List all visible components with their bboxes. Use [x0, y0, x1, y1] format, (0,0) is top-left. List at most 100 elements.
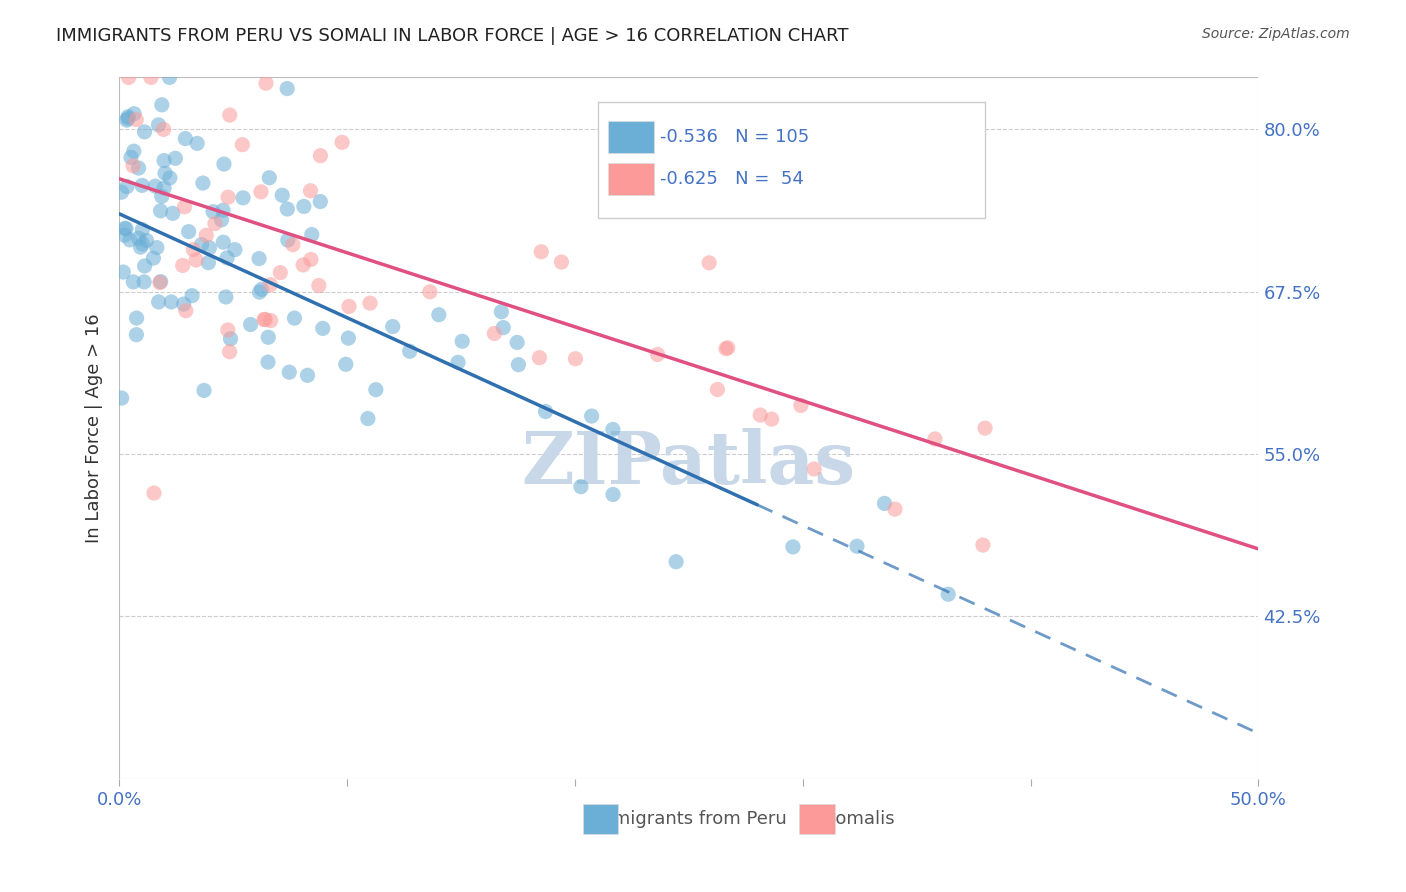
- peru: [150, 189, 173, 203]
- peru: [125, 311, 148, 326]
- peru: [112, 265, 135, 279]
- somali: [259, 277, 281, 292]
- somali: [717, 341, 740, 355]
- peru: [297, 368, 319, 383]
- peru: [128, 161, 150, 175]
- Text: Immigrants from Peru: Immigrants from Peru: [591, 810, 787, 828]
- somali: [564, 351, 586, 366]
- somali: [172, 259, 194, 273]
- somali: [173, 200, 195, 214]
- somali: [143, 486, 166, 500]
- peru: [846, 539, 869, 553]
- peru: [283, 311, 305, 326]
- peru: [153, 166, 176, 180]
- somali: [419, 285, 441, 299]
- somali: [292, 258, 315, 272]
- peru: [122, 106, 145, 120]
- Y-axis label: In Labor Force | Age > 16: In Labor Force | Age > 16: [86, 313, 103, 543]
- peru: [120, 150, 142, 164]
- peru: [134, 125, 156, 139]
- peru: [148, 118, 170, 132]
- somali: [183, 243, 205, 257]
- peru: [118, 233, 141, 247]
- somali: [484, 326, 506, 341]
- peru: [160, 294, 183, 309]
- peru: [381, 319, 404, 334]
- peru: [249, 285, 271, 300]
- peru: [165, 151, 187, 165]
- peru: [190, 237, 212, 252]
- peru: [197, 255, 219, 269]
- peru: [143, 179, 166, 194]
- peru: [301, 227, 323, 242]
- FancyBboxPatch shape: [598, 102, 986, 218]
- peru: [114, 221, 136, 235]
- somali: [714, 342, 737, 356]
- peru: [581, 409, 603, 423]
- peru: [191, 176, 214, 190]
- peru: [271, 188, 294, 202]
- somali: [281, 237, 304, 252]
- peru: [131, 223, 153, 237]
- peru: [337, 331, 360, 345]
- somali: [308, 278, 330, 293]
- peru: [276, 81, 298, 95]
- somali: [218, 108, 240, 122]
- peru: [148, 294, 170, 309]
- peru: [357, 411, 380, 425]
- peru: [219, 332, 242, 346]
- peru: [115, 221, 138, 235]
- peru: [146, 241, 169, 255]
- peru: [247, 252, 270, 266]
- peru: [936, 587, 959, 601]
- somali: [790, 398, 813, 412]
- peru: [111, 391, 134, 405]
- peru: [159, 170, 181, 185]
- somali: [550, 255, 572, 269]
- peru: [181, 288, 204, 302]
- peru: [135, 233, 157, 247]
- peru: [110, 185, 132, 199]
- peru: [364, 383, 387, 397]
- somali: [217, 190, 239, 204]
- peru: [131, 178, 153, 193]
- peru: [134, 259, 156, 273]
- peru: [122, 275, 145, 289]
- peru: [212, 235, 235, 250]
- peru: [250, 282, 273, 296]
- FancyBboxPatch shape: [583, 804, 619, 833]
- Text: R = -0.536   N = 105: R = -0.536 N = 105: [620, 128, 808, 146]
- peru: [193, 384, 215, 398]
- somali: [186, 252, 208, 267]
- peru: [873, 496, 896, 510]
- peru: [239, 318, 262, 332]
- somali: [122, 159, 145, 173]
- somali: [330, 136, 353, 150]
- somali: [309, 149, 332, 163]
- peru: [224, 243, 246, 257]
- peru: [491, 305, 513, 319]
- peru: [508, 358, 530, 372]
- somali: [749, 408, 772, 422]
- peru: [159, 70, 181, 85]
- somali: [974, 421, 997, 435]
- somali: [217, 323, 239, 337]
- peru: [602, 487, 624, 501]
- peru: [128, 231, 150, 245]
- somali: [761, 412, 783, 426]
- peru: [202, 204, 225, 219]
- peru: [150, 98, 173, 112]
- peru: [398, 344, 420, 359]
- somali: [530, 244, 553, 259]
- somali: [647, 347, 669, 361]
- peru: [198, 241, 221, 255]
- peru: [173, 297, 195, 311]
- somali: [253, 312, 276, 326]
- peru: [117, 112, 139, 126]
- somali: [231, 137, 253, 152]
- somali: [299, 184, 322, 198]
- peru: [447, 355, 470, 369]
- somali: [972, 538, 994, 552]
- somali: [803, 462, 825, 476]
- somali: [254, 76, 277, 90]
